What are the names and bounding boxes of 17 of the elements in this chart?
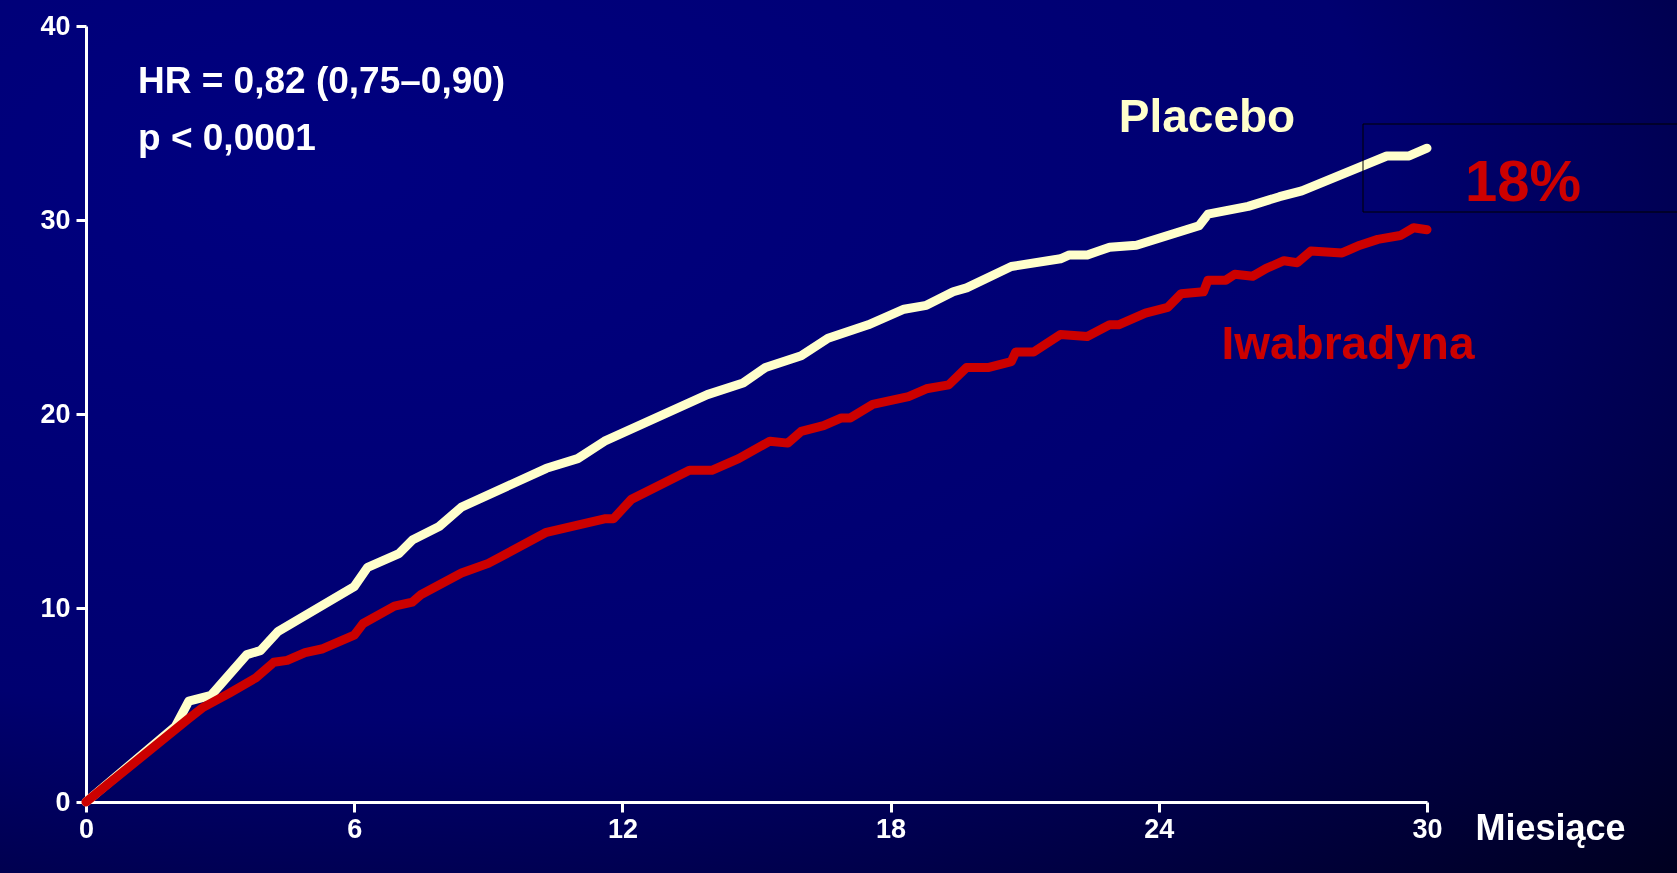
x-tick-label: 0 [78, 813, 95, 844]
y-tick-label: 10 [40, 592, 71, 623]
text: 18% [1464, 148, 1582, 213]
y-tick-label: 40 [40, 10, 71, 41]
x-tick-label: 12 [607, 813, 638, 844]
x-tick-label: 6 [347, 813, 363, 844]
annotation: p < 0,0001 [138, 117, 316, 158]
x-tick-label: 30 [1412, 813, 1443, 844]
series-label: Iwabradyna [1221, 316, 1475, 369]
y-tick-label: 20 [40, 398, 71, 429]
x-tick-label: 18 [876, 813, 907, 844]
y-tick-label: 30 [40, 204, 71, 235]
x-axis-title: Miesiące [1475, 806, 1626, 848]
annotation: HR = 0,82 (0,75–0,90) [138, 60, 506, 101]
series-label: Placebo [1118, 90, 1296, 143]
y-tick-label: 0 [55, 786, 71, 817]
x-tick-label: 24 [1144, 813, 1175, 844]
